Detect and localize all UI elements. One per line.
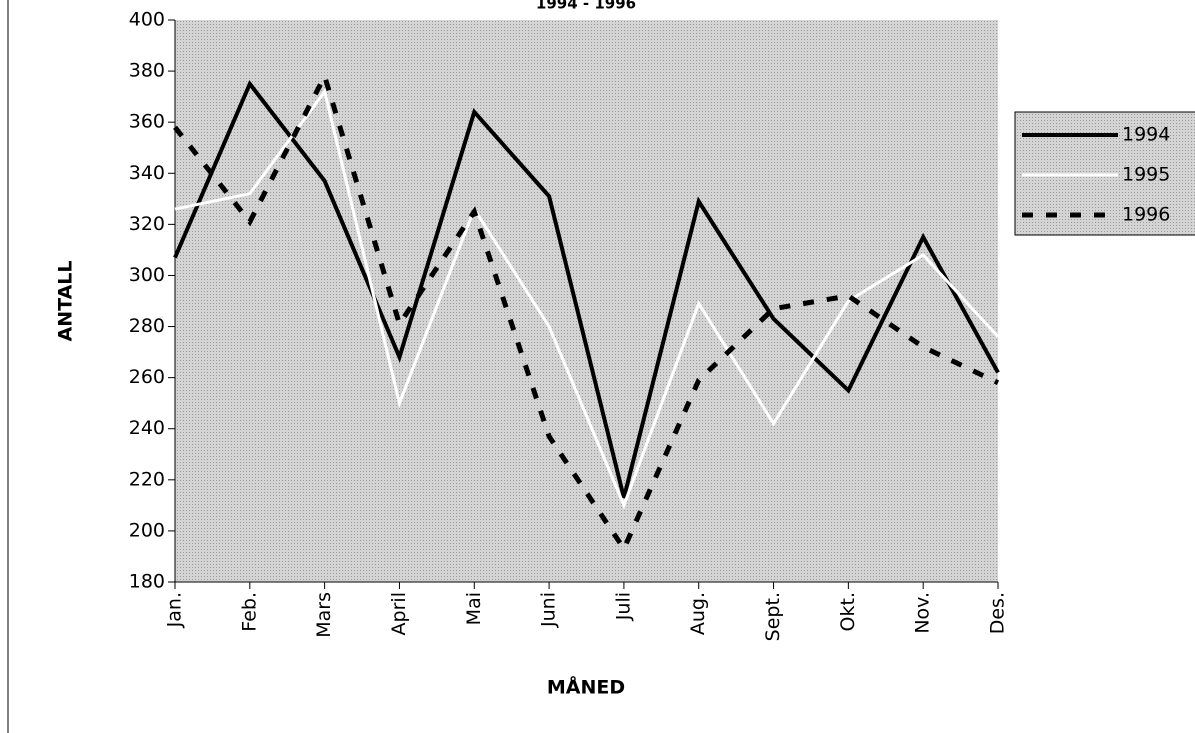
legend-label: 1995 bbox=[1122, 164, 1170, 186]
x-axis-label: MÅNED bbox=[547, 675, 625, 699]
y-tick-label: 200 bbox=[129, 519, 165, 541]
y-tick-label: 340 bbox=[129, 162, 165, 184]
y-tick-label: 300 bbox=[129, 264, 165, 286]
x-tick-label: Nov. bbox=[912, 592, 934, 634]
plot-area bbox=[175, 20, 998, 582]
x-tick-label: Jan. bbox=[164, 592, 186, 628]
series-line bbox=[174, 88, 1000, 510]
legend-label: 1994 bbox=[1122, 124, 1170, 146]
y-tick-label: 220 bbox=[129, 468, 165, 490]
x-tick-label: Des. bbox=[987, 592, 1009, 634]
x-tick-label: Sept. bbox=[762, 592, 784, 641]
y-tick-label: 280 bbox=[129, 315, 165, 337]
x-tick-label: Mars bbox=[313, 592, 335, 638]
x-tick-label: Aug. bbox=[687, 592, 709, 635]
y-axis-label: ANTALL bbox=[55, 260, 77, 341]
y-tick-label: 400 bbox=[129, 9, 165, 31]
chart-title: 1994 - 1996 bbox=[536, 0, 636, 13]
x-tick-label: April bbox=[388, 592, 410, 635]
x-tick-label: Juni bbox=[538, 592, 560, 628]
y-tick-label: 380 bbox=[129, 60, 165, 82]
series-line bbox=[173, 79, 1000, 499]
legend-label: 1996 bbox=[1122, 204, 1170, 226]
x-tick-label: Feb. bbox=[238, 592, 260, 632]
y-tick-label: 260 bbox=[129, 366, 165, 388]
y-tick-label: 320 bbox=[129, 213, 165, 235]
x-tick-label: Juli bbox=[612, 592, 634, 621]
y-tick-label: 240 bbox=[129, 417, 165, 439]
y-tick-label: 360 bbox=[129, 111, 165, 133]
x-tick-label: Okt. bbox=[837, 592, 859, 631]
x-tick-label: Mai bbox=[463, 592, 485, 625]
y-tick-label: 180 bbox=[129, 571, 165, 593]
